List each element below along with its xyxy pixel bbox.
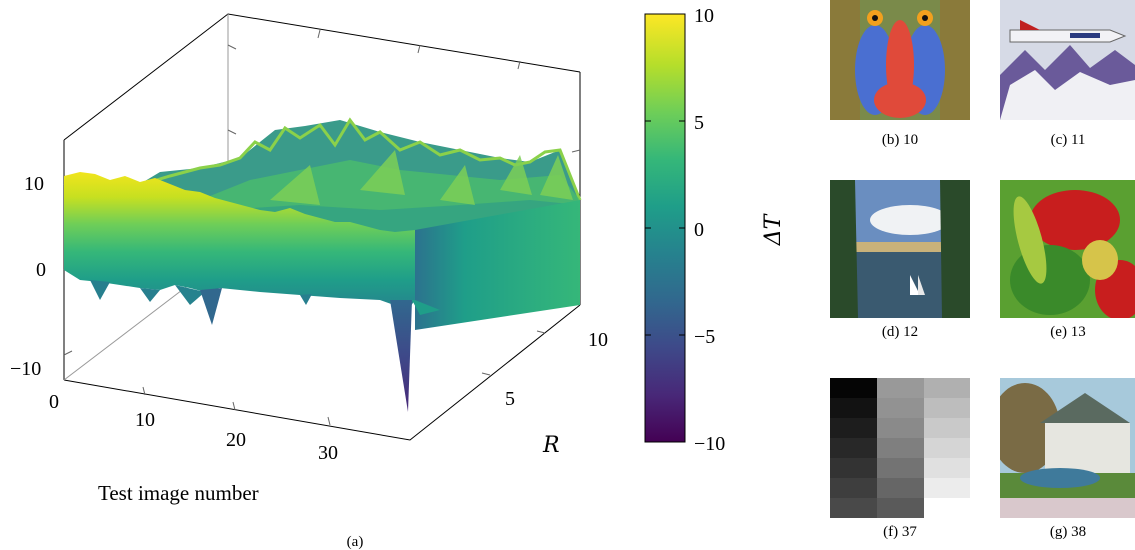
box-floor-front — [63, 304, 581, 441]
cbar-tick-10: 10 — [694, 5, 714, 27]
thumbnail-caption-g: (g) 38 — [1049, 524, 1087, 540]
x-tick-10: 10 — [135, 409, 155, 431]
z-axis-ticks: 10 0 −10 — [10, 173, 46, 380]
x-tick-30: 30 — [318, 442, 338, 464]
cbar-tick-5: 5 — [694, 112, 704, 134]
x-axis-ticks: 0 10 20 30 — [49, 391, 338, 464]
surface-spikes — [90, 280, 440, 412]
x-axis-label: Test image number — [98, 481, 259, 505]
thumbnail-caption-d: (d) 12 — [881, 324, 919, 340]
z-tick-minus10: −10 — [10, 358, 41, 380]
subfigure-a-caption: (a) — [347, 534, 364, 550]
z-tick-10: 10 — [24, 173, 44, 195]
thumbnail-house — [1000, 378, 1135, 518]
x-tick-0: 0 — [49, 391, 59, 413]
cbar-tick-minus10: −10 — [694, 433, 725, 455]
cbar-tick-minus5: −5 — [694, 326, 715, 348]
thumbnail-peppers — [1000, 180, 1135, 320]
thumbnail-caption-c: (c) 11 — [1050, 132, 1086, 148]
thumbnail-jet — [1000, 0, 1135, 140]
thumbnail-caption-b: (b) 10 — [881, 132, 919, 148]
surface-right-face — [415, 200, 580, 330]
thumbnail-lake — [830, 180, 970, 320]
y-axis-ticks: 5 10 — [505, 329, 608, 410]
z-tick-0: 0 — [36, 259, 46, 281]
box-back-top — [63, 13, 581, 141]
deep-minimum-spike — [390, 300, 412, 412]
thumbnail-caption-e: (e) 13 — [1050, 324, 1086, 340]
colorbar-gradient — [644, 13, 686, 443]
y-tick-5: 5 — [505, 388, 515, 410]
thumbnail-grayscale-chart — [830, 378, 970, 518]
x-tick-20: 20 — [226, 429, 246, 451]
y-axis-label: R — [542, 433, 560, 458]
cbar-tick-0: 0 — [694, 219, 704, 241]
colorbar: 10 5 0 −5 −10 ΔT — [644, 5, 786, 455]
thumbnail-caption-f: (f) 37 — [883, 524, 917, 540]
colorbar-label: ΔT — [761, 212, 786, 246]
y-tick-10: 10 — [588, 329, 608, 351]
thumbnail-baboon — [830, 0, 970, 140]
surface-front-face — [64, 172, 415, 310]
